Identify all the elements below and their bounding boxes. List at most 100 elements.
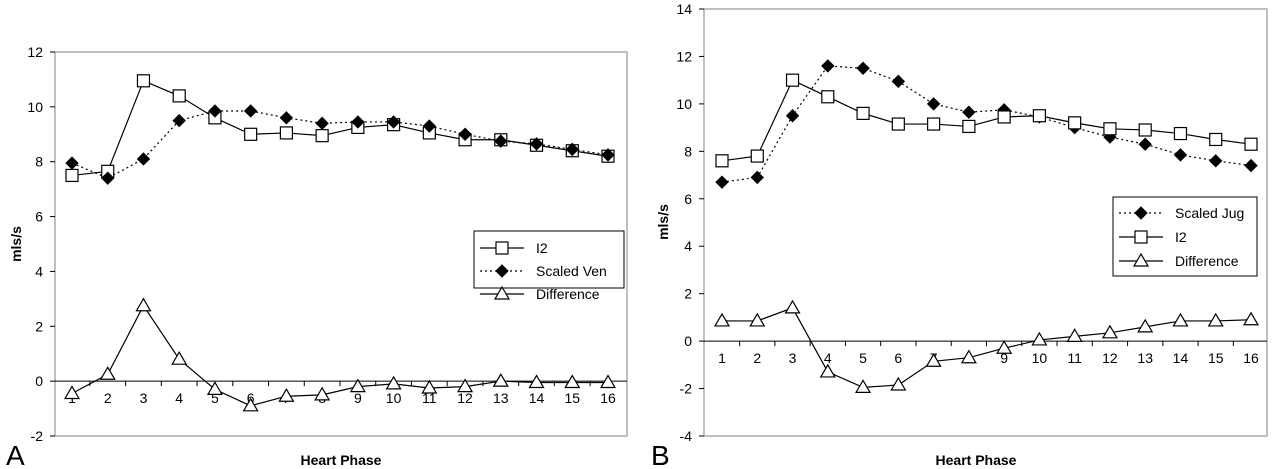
data-point (528, 374, 545, 389)
y-tick-label: 2 (35, 318, 43, 334)
data-point (855, 379, 872, 393)
x-tick-label: 13 (1137, 350, 1153, 366)
data-point (962, 105, 976, 119)
legend-marker (1134, 230, 1148, 244)
data-point (785, 73, 800, 87)
data-point (279, 111, 294, 125)
x-tick-label: 5 (211, 390, 219, 406)
data-point (713, 312, 731, 327)
x-tick-label: 14 (529, 390, 545, 406)
data-point (242, 397, 259, 412)
y-tick-label: 10 (676, 96, 692, 112)
y-tick-label: 0 (684, 333, 692, 349)
data-point (715, 175, 729, 189)
data-point (1207, 312, 1224, 327)
x-tick-label: 1 (718, 350, 726, 366)
data-point (996, 340, 1013, 354)
data-point (385, 375, 402, 390)
data-point (564, 374, 581, 389)
x-tick-label: 15 (564, 390, 580, 406)
data-point (99, 366, 116, 380)
series-line-difference (722, 307, 1252, 388)
data-point (891, 74, 906, 89)
data-point (1173, 148, 1188, 162)
y-tick-label: -4 (680, 428, 693, 444)
y-tick-label: 8 (684, 143, 692, 159)
x-tick-label: 6 (894, 350, 902, 366)
y-tick-label: 14 (676, 1, 692, 17)
legend-box (473, 230, 625, 289)
legend-marker (495, 264, 509, 278)
series-line-difference (71, 304, 608, 407)
data-point (1244, 158, 1258, 173)
x-tick-label: 15 (1208, 350, 1224, 366)
x-axis-label: Heart Phase (936, 452, 1017, 468)
data-point (1137, 318, 1154, 333)
legend-marker (493, 285, 511, 300)
y-tick-label: 0 (35, 373, 43, 389)
data-point (926, 97, 941, 111)
data-point (750, 149, 764, 163)
x-tick-label: 11 (422, 390, 437, 406)
x-tick-label: 2 (753, 350, 761, 366)
data-point (172, 113, 186, 128)
data-point (1242, 311, 1260, 326)
y-axis-label: mls/s (8, 226, 24, 262)
y-axis-label: mls/s (655, 204, 671, 240)
data-point (1103, 122, 1117, 136)
data-point (492, 372, 509, 387)
data-point (136, 152, 151, 166)
y-tick-label: 6 (684, 191, 692, 207)
x-tick-label: 3 (140, 390, 148, 406)
data-point (422, 119, 437, 133)
data-point (784, 299, 801, 314)
data-point (65, 168, 79, 183)
y-tick-label: 6 (35, 209, 43, 225)
x-tick-label: 11 (1067, 350, 1082, 366)
data-point (821, 90, 835, 104)
data-point (1031, 331, 1048, 346)
data-point (278, 388, 295, 402)
data-point (314, 386, 331, 401)
panel-letter: A (6, 440, 25, 469)
plot-area (54, 51, 628, 437)
y-tick-label: 12 (676, 48, 692, 64)
data-point (960, 349, 977, 364)
data-point (750, 170, 764, 185)
data-point (457, 378, 474, 393)
y-tick-label: 4 (35, 263, 43, 279)
data-point (1209, 154, 1223, 168)
data-point (135, 297, 152, 312)
legend-marker (1132, 252, 1150, 267)
data-point (856, 61, 870, 76)
data-point (171, 351, 188, 365)
x-tick-label: 16 (600, 390, 616, 406)
series-line-i2 (71, 80, 609, 177)
x-tick-label: 9 (1000, 350, 1008, 366)
legend-marker (495, 241, 509, 255)
data-point (315, 129, 329, 143)
x-tick-label: 14 (1173, 350, 1189, 366)
data-point (890, 376, 907, 391)
data-point (244, 127, 258, 141)
data-point (1244, 137, 1258, 151)
data-point (1172, 312, 1189, 327)
panel-b: -4-20246810121412345678910111213141516ml… (651, 1, 1268, 469)
legend-marker (1134, 206, 1148, 220)
data-point (101, 171, 115, 185)
data-point (351, 115, 365, 129)
legend-label: Scaled Jug (1175, 205, 1244, 221)
y-tick-label: -2 (680, 381, 693, 397)
data-point (63, 385, 81, 400)
data-point (1138, 123, 1152, 137)
y-tick-label: 10 (27, 99, 43, 115)
data-point (785, 109, 800, 123)
data-point (599, 374, 617, 389)
panel-a: -202468101212345678910111213141516mls/sH… (6, 44, 628, 469)
x-tick-label: 10 (1032, 350, 1048, 366)
legend-label: Difference (536, 286, 600, 302)
data-point (1068, 116, 1082, 130)
x-tick-label: 16 (1243, 350, 1259, 366)
legend-label: I2 (1175, 229, 1187, 245)
x-tick-label: 12 (457, 390, 473, 406)
